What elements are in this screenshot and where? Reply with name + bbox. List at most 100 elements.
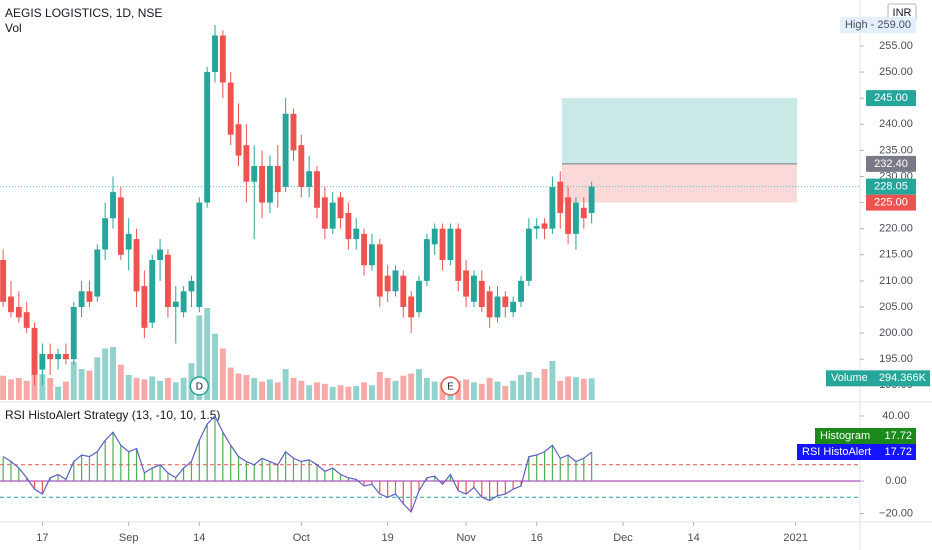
candle-body <box>282 113 289 187</box>
candle-body <box>180 291 187 313</box>
candle-body <box>274 166 281 193</box>
volume-bar <box>133 377 140 400</box>
candle-body <box>368 244 375 266</box>
candle-body <box>525 228 532 281</box>
volume-bar <box>298 380 305 400</box>
volume-bar <box>573 377 579 400</box>
stop-label-box <box>866 194 916 211</box>
candle-body <box>549 186 556 229</box>
candle-body <box>463 270 470 297</box>
volume-bar <box>47 377 54 400</box>
candle-body <box>78 291 85 307</box>
volume-bar <box>86 370 93 400</box>
candle-body <box>337 197 344 219</box>
volume-bar <box>125 374 132 400</box>
last-price-label-box <box>866 178 916 195</box>
volume-bar <box>345 386 352 400</box>
volume-bar <box>102 348 109 400</box>
volume-bar <box>55 386 62 400</box>
legend-box <box>815 428 916 444</box>
volume-bar <box>502 386 509 400</box>
candle-body <box>298 145 305 187</box>
candle-body <box>329 202 336 229</box>
volume-bar <box>149 376 156 400</box>
candle-body <box>314 171 320 208</box>
candle-body <box>518 280 524 302</box>
high-label: High - 259.00 <box>845 19 911 31</box>
y-tick-label: 255.00 <box>879 40 913 52</box>
candle-body <box>533 226 540 229</box>
volume-bar <box>164 377 171 400</box>
stop-zone <box>562 163 797 203</box>
y-tick-label: 220.00 <box>879 223 913 235</box>
legend-name: Histogram <box>820 430 870 442</box>
target-zone <box>562 98 797 164</box>
volume-bar <box>416 369 422 400</box>
candle-body <box>266 166 273 203</box>
candle-body <box>431 228 438 245</box>
x-tick-label: 14 <box>688 532 700 544</box>
volume-name: Volume <box>831 372 868 384</box>
candle-body <box>321 197 328 229</box>
x-tick-label: Nov <box>456 532 476 544</box>
candle-body <box>510 301 517 313</box>
currency: INR <box>893 7 912 19</box>
volume-bar <box>157 380 164 400</box>
candle-body <box>376 244 383 297</box>
volume-bar <box>39 374 46 400</box>
legend-name: RSI HistoAlert <box>802 446 871 458</box>
candle-body <box>47 353 54 360</box>
candle-body <box>392 270 399 292</box>
volume-bar <box>235 373 242 400</box>
volume-bar <box>141 379 148 400</box>
volume-bar <box>110 347 116 400</box>
indicator-title: RSI HistoAlert Strategy (13, -10, 10, 1.… <box>5 408 220 422</box>
candle-body <box>494 296 501 318</box>
y-tick-label: 195.00 <box>879 353 913 365</box>
legend-value: 17.72 <box>884 430 912 442</box>
candle-body <box>31 327 38 375</box>
x-tick-label: 17 <box>36 532 48 544</box>
rsi-line <box>2 414 593 514</box>
volume-bar <box>353 386 360 400</box>
volume-bar <box>518 374 524 400</box>
volume-bar <box>306 385 313 400</box>
candle-body <box>447 228 454 260</box>
volume-bar <box>486 377 493 400</box>
stop-label: 225.00 <box>874 196 908 208</box>
volume-label-box <box>826 370 930 387</box>
event-marker <box>440 376 461 396</box>
candle-body <box>588 186 595 214</box>
volume-bar <box>314 382 320 400</box>
candle-body <box>117 197 124 255</box>
candle-body <box>157 249 164 260</box>
volume-bar <box>431 381 438 400</box>
volume-bar <box>259 381 266 400</box>
event-marker <box>189 376 210 396</box>
legend-value: 17.72 <box>884 446 912 458</box>
candle-body <box>39 353 46 370</box>
candle-body <box>345 213 352 240</box>
candle-body <box>439 228 446 260</box>
volume-bar <box>423 377 430 400</box>
candle-body <box>470 275 477 302</box>
candle-body <box>541 223 548 229</box>
candle-body <box>133 239 140 292</box>
x-tick-label: 16 <box>531 532 543 544</box>
event-label: D <box>196 382 203 393</box>
volume-bar <box>392 380 399 400</box>
y-tick-label: 240.00 <box>879 118 913 130</box>
volume-bar <box>266 379 273 400</box>
volume-bar <box>463 379 470 400</box>
volume-bar <box>510 380 517 400</box>
candle-body <box>290 113 297 151</box>
candle-body <box>251 166 258 182</box>
volume-bar <box>376 372 383 400</box>
volume-bar <box>172 382 179 400</box>
volume-bar <box>15 377 22 400</box>
y-tick-label: 200.00 <box>879 327 913 339</box>
candle-body <box>70 306 77 360</box>
volume-bar <box>494 381 501 400</box>
volume-bar <box>549 360 556 400</box>
high-label-box <box>840 17 916 34</box>
